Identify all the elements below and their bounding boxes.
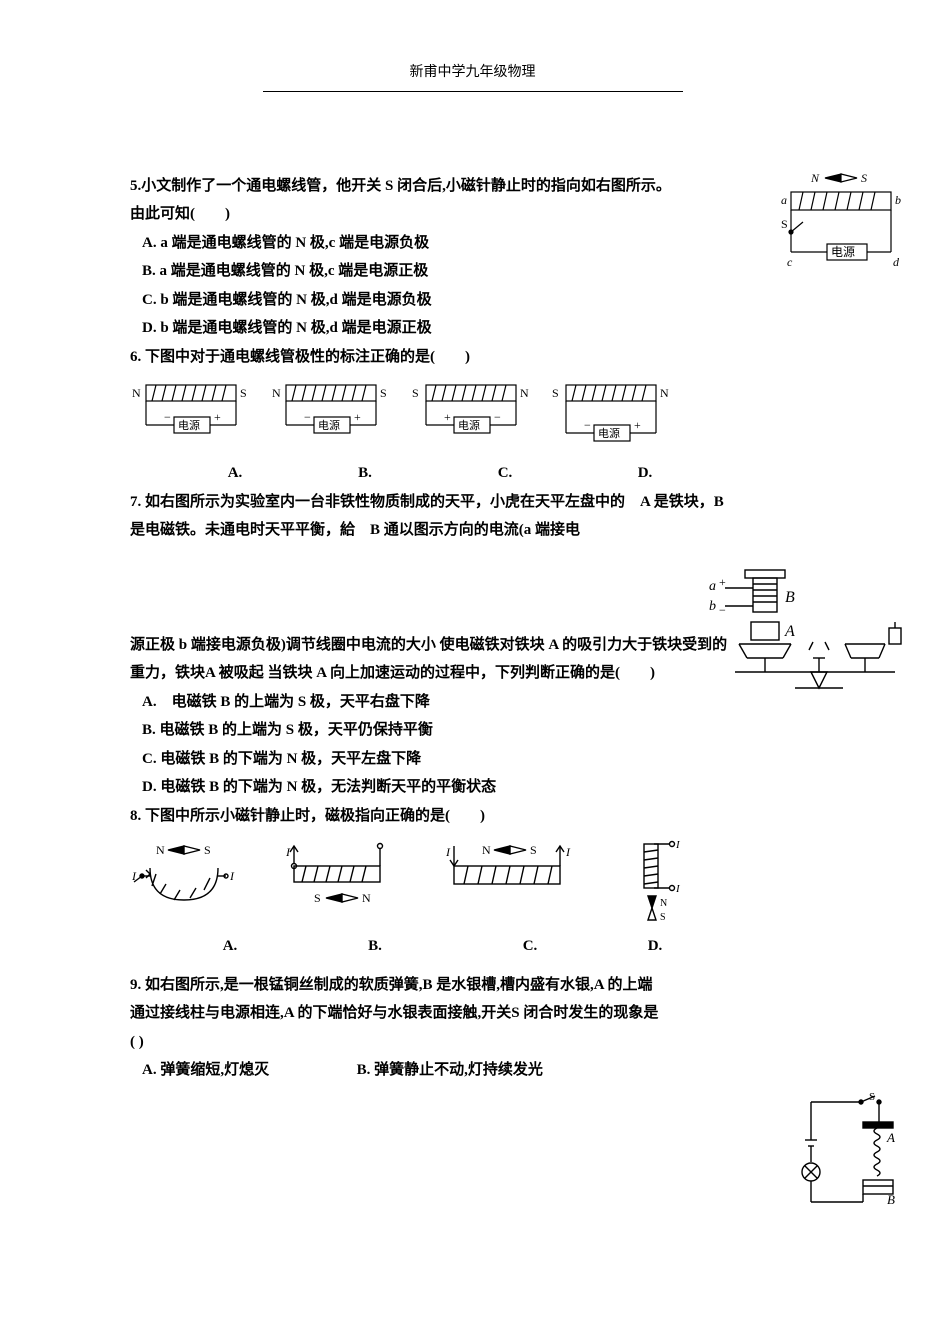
q8-label-c: C.: [450, 932, 610, 961]
svg-text:a: a: [709, 579, 716, 594]
svg-text:+: +: [354, 410, 361, 424]
svg-text:c: c: [787, 255, 793, 269]
svg-text:I: I: [229, 869, 235, 883]
svg-text:+: +: [719, 575, 726, 589]
svg-text:S: S: [781, 217, 788, 231]
q6-label-d: D.: [580, 459, 710, 488]
svg-text:+: +: [214, 410, 221, 424]
q9-stem-1: 9. 如右图所示,是一根锰铜丝制成的软质弹簧,B 是水银槽,槽内盛有水银,A 的…: [130, 971, 815, 1000]
svg-text:N: N: [482, 843, 491, 857]
q8-label-b: B.: [300, 932, 450, 961]
svg-text:N: N: [272, 386, 281, 400]
svg-text:−: −: [164, 410, 171, 424]
q8-label-a: A.: [160, 932, 300, 961]
svg-text:S: S: [240, 386, 247, 400]
q5-opt-d: D. b 端是通电螺线管的 N 极,d 端是电源正极: [130, 314, 815, 343]
q5-opt-c: C. b 端是通电螺线管的 N 极,d 端是电源负极: [130, 286, 815, 315]
svg-text:a: a: [781, 193, 787, 207]
svg-text:B: B: [785, 589, 795, 606]
content: N S a b S 电源: [130, 172, 815, 1085]
q9-stem-2: 通过接线柱与电源相连,A 的下端恰好与水银表面接触,开关S 闭合时发生的现象是: [130, 999, 815, 1028]
svg-text:A: A: [784, 623, 795, 640]
q6-stem: 6. 下图中对于通电螺线管极性的标注正确的是( ): [130, 343, 815, 372]
svg-text:+: +: [444, 410, 451, 424]
q9-opt-a: A. 弹簧缩短,灯熄灭: [142, 1062, 269, 1078]
svg-text:S: S: [530, 843, 537, 857]
q8-label-d: D.: [610, 932, 700, 961]
q7-stem-2: 是电磁铁。未通电时天平平衡，給 B 通以图示方向的电流(a 端接电: [130, 516, 815, 545]
q6-label-c: C.: [430, 459, 580, 488]
q9-stem-3: ( ): [130, 1028, 815, 1057]
svg-text:b: b: [895, 193, 901, 207]
svg-text:S: S: [204, 843, 211, 857]
svg-text:I: I: [675, 840, 681, 851]
q6-label-b: B.: [300, 459, 430, 488]
svg-text:S: S: [380, 386, 387, 400]
q8-fig-d: I I N S: [620, 840, 690, 930]
q5-stem-1: 5.小文制作了一个通电螺线管，他开关 S 闭合后,小磁针静止时的指向如右图所示。: [130, 172, 815, 201]
svg-text:N: N: [660, 898, 667, 909]
q5-figure: N S a b S 电源: [781, 168, 911, 288]
svg-text:电源: 电源: [458, 418, 480, 432]
svg-text:电源: 电源: [178, 418, 200, 432]
q6-label-a: A.: [170, 459, 300, 488]
q8-labels: A. B. C. D.: [130, 932, 815, 961]
svg-text:N: N: [362, 891, 371, 905]
q7-opt-c: C. 电磁铁 B 的下端为 N 极，天平左盘下降: [130, 745, 815, 774]
svg-text:+: +: [634, 418, 641, 432]
svg-text:I: I: [565, 845, 571, 859]
q6-figures: N S 电源 − + N: [130, 377, 815, 457]
svg-text:−: −: [494, 410, 501, 424]
svg-text:电源: 电源: [318, 418, 340, 432]
svg-text:d: d: [893, 255, 900, 269]
svg-text:N: N: [810, 171, 820, 185]
svg-text:N: N: [132, 386, 141, 400]
q8-fig-a: N S I I: [130, 840, 250, 920]
svg-text:S: S: [660, 912, 666, 923]
svg-text:N: N: [520, 386, 529, 400]
q8-fig-b: I S N: [280, 840, 410, 920]
svg-text:S: S: [552, 386, 559, 400]
svg-text:I: I: [445, 845, 451, 859]
svg-text:S: S: [314, 891, 321, 905]
q6-fig-d: S N 电源 − +: [550, 377, 680, 457]
svg-text:−: −: [719, 603, 726, 617]
q7-opt-d: D. 电磁铁 B 的下端为 N 极，无法判断天平的平衡状态: [130, 773, 815, 802]
svg-text:B: B: [887, 1192, 895, 1207]
q6-labels: A. B. C. D.: [130, 459, 815, 488]
svg-text:电源: 电源: [831, 245, 855, 259]
svg-text:N: N: [156, 843, 165, 857]
q7-stem-1: 7. 如右图所示为实验室内一台非铁性物质制成的天平，小虎在天平左盘中的 A 是铁…: [130, 488, 815, 517]
svg-text:−: −: [304, 410, 311, 424]
q8-stem: 8. 下图中所示小磁针静止时，磁极指向正确的是( ): [130, 802, 815, 831]
q7-figure: B a + b − A: [695, 562, 905, 702]
q9-opt-b: B. 弹簧静止不动,灯持续发光: [357, 1062, 543, 1078]
svg-text:b: b: [709, 599, 716, 614]
q6-fig-a: N S 电源 − +: [130, 377, 260, 447]
q8-fig-c: I N S I: [440, 840, 590, 920]
svg-text:电源: 电源: [598, 426, 620, 440]
q6-fig-b: N S 电源 − +: [270, 377, 400, 447]
svg-text:S: S: [412, 386, 419, 400]
q5-stem-2: 由此可知( ): [130, 200, 815, 229]
q7-opt-b: B. 电磁铁 B 的上端为 S 极，天平仍保持平衡: [130, 716, 815, 745]
q6-fig-c: S N 电源 + −: [410, 377, 540, 447]
page: 新甫中学九年级物理 N S a b: [0, 0, 945, 1337]
svg-text:A: A: [886, 1130, 895, 1145]
svg-text:S: S: [861, 171, 867, 185]
svg-text:N: N: [660, 386, 669, 400]
q9-figure: S A B: [791, 1092, 901, 1222]
q5-opt-a: A. a 端是通电螺线管的 N 极,c 端是电源负极: [130, 229, 815, 258]
q9-opts-row: A. 弹簧缩短,灯熄灭 B. 弹簧静止不动,灯持续发光: [130, 1056, 815, 1085]
header-title: 新甫中学九年级物理: [410, 65, 536, 80]
q5-opt-b: B. a 端是通电螺线管的 N 极,c 端是电源正极: [130, 257, 815, 286]
q8-figures: N S I I I: [130, 840, 815, 930]
page-header: 新甫中学九年级物理: [263, 60, 683, 92]
svg-text:−: −: [584, 418, 591, 432]
svg-text:I: I: [675, 883, 681, 895]
